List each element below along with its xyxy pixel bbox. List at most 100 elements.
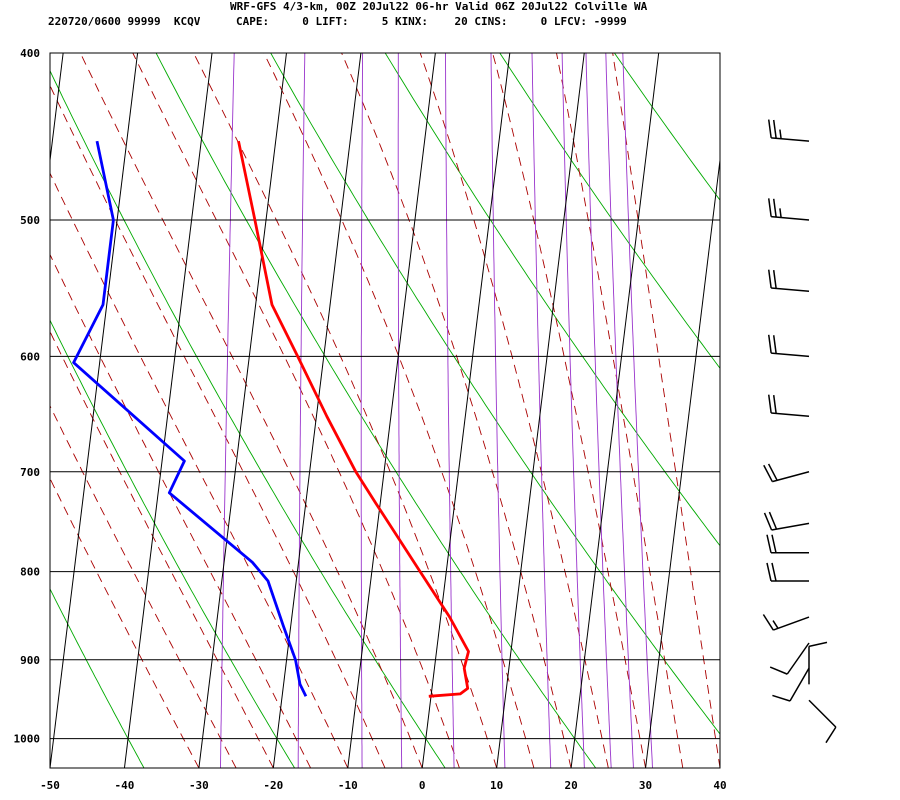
x-tick-label: -20 bbox=[263, 779, 283, 792]
wind-barb bbox=[766, 562, 809, 582]
dry-adiabat bbox=[50, 319, 295, 768]
dry-adiabat bbox=[50, 69, 446, 768]
moist-adiabat bbox=[612, 53, 720, 768]
barb-shaft bbox=[771, 215, 810, 221]
dry-adiabat bbox=[155, 53, 597, 768]
x-tick-label: 40 bbox=[713, 779, 726, 792]
mixing-ratio-line bbox=[445, 53, 455, 768]
mixing-ratio-line bbox=[490, 53, 506, 768]
barb-shaft bbox=[771, 137, 810, 142]
isotherm bbox=[570, 53, 660, 768]
x-tick-label: 30 bbox=[639, 779, 652, 792]
isotherm bbox=[645, 156, 720, 768]
mixing-ratio-line bbox=[360, 53, 364, 768]
dewpoint-profile bbox=[72, 140, 308, 697]
barb-feather bbox=[771, 534, 777, 553]
chart-title: WRF-GFS 4/3-km, 00Z 20Jul22 06-hr Valid … bbox=[230, 0, 648, 13]
isotherm bbox=[272, 53, 362, 768]
barb-feather bbox=[766, 534, 772, 553]
dry-adiabat bbox=[50, 587, 145, 768]
y-tick-label: 500 bbox=[20, 214, 40, 227]
wind-barb bbox=[762, 614, 810, 631]
isotherm bbox=[719, 763, 720, 768]
moist-adiabat bbox=[50, 477, 200, 768]
barb-feather bbox=[772, 198, 777, 218]
barb-feather bbox=[808, 641, 828, 648]
y-tick-label: 800 bbox=[20, 566, 40, 579]
wind-barb bbox=[767, 119, 810, 142]
barb-half-feather bbox=[779, 129, 782, 139]
isotherm bbox=[496, 53, 585, 768]
dry-adiabat bbox=[270, 53, 720, 735]
moist-adiabat bbox=[556, 53, 684, 768]
wind-barb bbox=[763, 511, 810, 531]
wind-barb bbox=[769, 642, 810, 675]
dry-adiabat bbox=[499, 53, 720, 370]
station-info: 220720/0600 99999 KCQV bbox=[48, 15, 201, 28]
wind-barb bbox=[763, 463, 810, 483]
barb-feather bbox=[767, 119, 772, 138]
x-tick-label: -40 bbox=[115, 779, 135, 792]
mixing-ratio-line bbox=[531, 53, 552, 768]
barb-feather bbox=[772, 270, 777, 289]
moist-adiabat bbox=[50, 172, 349, 768]
x-tick-label: -50 bbox=[40, 779, 60, 792]
mixing-ratio-line bbox=[397, 53, 403, 768]
barb-feather bbox=[825, 726, 837, 744]
wind-barb bbox=[808, 641, 828, 685]
mixing-ratio-line bbox=[605, 53, 634, 768]
moist-adiabat bbox=[492, 53, 647, 768]
stability-indices: CAPE: 0 LIFT: 5 KINX: 20 CINS: 0 LFCV: -… bbox=[236, 15, 627, 28]
x-tick-label: 10 bbox=[490, 779, 503, 792]
isotherm bbox=[347, 53, 436, 768]
barb-feather bbox=[767, 269, 772, 289]
isotherm bbox=[421, 53, 511, 768]
y-tick-label: 700 bbox=[20, 466, 40, 479]
moist-adiabat bbox=[193, 53, 498, 768]
wind-barb bbox=[808, 699, 837, 744]
barb-feather bbox=[772, 694, 791, 702]
barb-feather bbox=[763, 464, 773, 482]
temperature-profile bbox=[237, 140, 470, 698]
isotherm bbox=[50, 53, 139, 768]
barb-feather bbox=[766, 562, 772, 582]
x-tick-label: -10 bbox=[338, 779, 358, 792]
barb-shaft bbox=[771, 412, 810, 418]
barb-feather bbox=[772, 395, 777, 414]
wind-barb bbox=[767, 198, 810, 221]
x-tick-label: 20 bbox=[564, 779, 577, 792]
wind-barb bbox=[767, 394, 810, 418]
x-tick-label: 0 bbox=[419, 779, 426, 792]
barb-feather bbox=[767, 463, 778, 481]
barb-feather bbox=[767, 198, 772, 217]
isotherm bbox=[123, 53, 213, 768]
wind-barb bbox=[767, 334, 810, 358]
wind-barb bbox=[766, 534, 809, 554]
moist-adiabat bbox=[419, 53, 609, 768]
barb-shaft bbox=[771, 352, 810, 358]
barb-shaft bbox=[789, 667, 810, 702]
barb-feather bbox=[763, 512, 773, 531]
barb-feather bbox=[762, 614, 774, 631]
barb-feather bbox=[772, 335, 777, 354]
barb-shaft bbox=[772, 471, 810, 483]
plot-frame bbox=[49, 52, 721, 769]
barb-feather bbox=[772, 119, 777, 139]
mixing-ratio-line bbox=[622, 53, 653, 768]
moist-adiabat bbox=[50, 330, 274, 768]
barb-shaft bbox=[773, 616, 810, 631]
y-tick-label: 900 bbox=[20, 654, 40, 667]
barb-half-feather bbox=[779, 208, 782, 218]
y-tick-label: 400 bbox=[20, 47, 40, 60]
barb-shaft bbox=[771, 522, 810, 531]
moist-adiabat bbox=[263, 53, 535, 768]
mixing-ratio-line bbox=[297, 53, 306, 768]
y-tick-label: 600 bbox=[20, 350, 40, 363]
barb-shaft bbox=[808, 699, 837, 728]
wind-barb bbox=[767, 269, 810, 293]
barb-feather bbox=[767, 394, 772, 414]
wind-barb bbox=[772, 667, 810, 702]
x-tick-label: -30 bbox=[189, 779, 209, 792]
mixing-ratio-line bbox=[585, 53, 612, 768]
